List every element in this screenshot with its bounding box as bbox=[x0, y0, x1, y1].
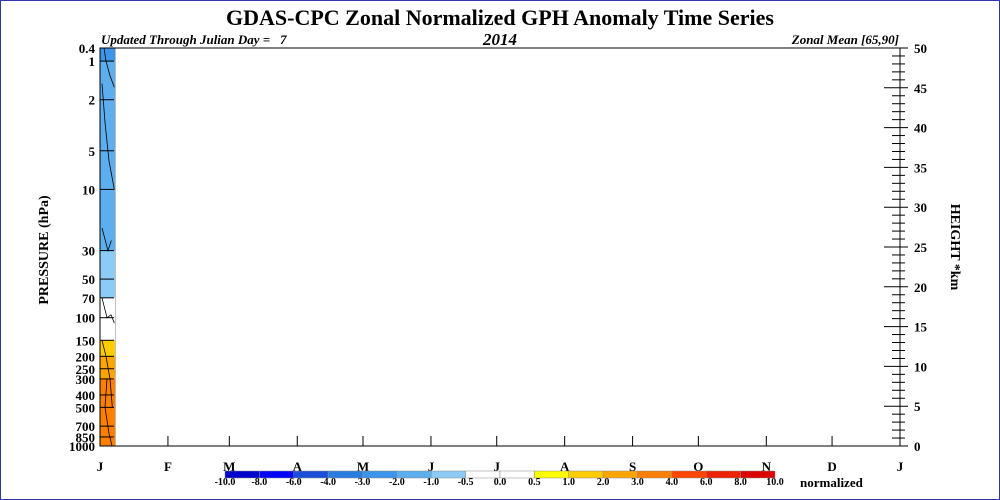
pressure-tick-label: 10 bbox=[82, 182, 95, 197]
month-tick-label: N bbox=[762, 459, 772, 474]
height-tick-label: 0 bbox=[914, 439, 921, 454]
pressure-tick-label: 2 bbox=[89, 93, 96, 108]
month-tick-label: S bbox=[629, 459, 636, 474]
colorbar-tick-label: -1.0 bbox=[423, 477, 439, 488]
colorbar-title: normalized bbox=[800, 475, 864, 490]
colorbar-tick-label: 1.0 bbox=[563, 477, 576, 488]
month-tick-label: M bbox=[223, 459, 235, 474]
height-axis-title: HEIGHT *km bbox=[947, 204, 962, 291]
pressure-tick-label: 70 bbox=[82, 291, 95, 306]
chart-subtitle-left: Updated Through Julian Day = 7 bbox=[101, 32, 287, 47]
month-tick-label: M bbox=[357, 459, 369, 474]
anomaly-cell bbox=[100, 61, 116, 190]
colorbar-tick-label: -8.0 bbox=[251, 477, 267, 488]
pressure-tick-label: 1000 bbox=[69, 439, 95, 454]
month-tick-label: J bbox=[493, 459, 500, 474]
pressure-tick-label: 200 bbox=[76, 349, 96, 364]
height-tick-label: 5 bbox=[914, 399, 921, 414]
colorbar-tick-label: -10.0 bbox=[215, 477, 236, 488]
contour-line bbox=[101, 340, 113, 408]
height-tick-label: 25 bbox=[914, 240, 928, 255]
colorbar-tick-label: -0.5 bbox=[458, 477, 474, 488]
pressure-tick-label: 400 bbox=[76, 388, 96, 403]
pressure-tick-label: 50 bbox=[82, 272, 95, 287]
colorbar-tick-label: 8.0 bbox=[734, 477, 747, 488]
contour-line bbox=[104, 378, 113, 446]
colorbar-segment bbox=[740, 470, 776, 479]
height-axis: 0 5 10 15 20 25 30 35 40 45 50 bbox=[884, 41, 928, 454]
pressure-axis-title: PRESSURE (hPa) bbox=[37, 195, 52, 305]
height-tick-label: 45 bbox=[914, 81, 928, 96]
anomaly-cell bbox=[100, 297, 116, 318]
anomaly-cell bbox=[100, 378, 116, 408]
colorbar-tick-label: 0.5 bbox=[528, 477, 541, 488]
colorbar-tick-label: 10.0 bbox=[766, 477, 784, 488]
pressure-tick-label: 700 bbox=[76, 419, 96, 434]
contour-line bbox=[101, 297, 115, 324]
pressure-tick-label: 250 bbox=[76, 362, 96, 377]
month-tick-label: A bbox=[560, 459, 570, 474]
anomaly-cell bbox=[100, 250, 116, 298]
pressure-tick-label: 1 bbox=[89, 54, 96, 69]
colorbar-tick-label: 3.0 bbox=[631, 477, 644, 488]
chart-title: GDAS-CPC Zonal Normalized GPH Anomaly Ti… bbox=[226, 5, 774, 30]
chart-subtitle-right: Zonal Mean [65,90] bbox=[791, 32, 899, 47]
anomaly-cell bbox=[100, 189, 116, 251]
plot-area bbox=[99, 47, 901, 447]
pressure-tick-label: 5 bbox=[89, 144, 96, 159]
pressure-tick-label: 100 bbox=[76, 311, 96, 326]
anomaly-cell bbox=[100, 340, 116, 357]
month-tick-label: D bbox=[827, 459, 836, 474]
colorbar-tick-label: 6.0 bbox=[700, 477, 713, 488]
colorbar-tick-label: 4.0 bbox=[666, 477, 679, 488]
colorbar-tick-label: -3.0 bbox=[355, 477, 371, 488]
colorbar: -10.0 -8.0 -6.0 -4.0 -3.0 -2.0 -1.0 -0.5 0.0 0.5 1… bbox=[215, 470, 784, 488]
height-tick-label: 15 bbox=[914, 320, 928, 335]
height-tick-label: 30 bbox=[914, 200, 927, 215]
height-tick-label: 10 bbox=[914, 359, 927, 374]
pressure-tick-label: 30 bbox=[82, 244, 95, 259]
anomaly-data-layer bbox=[100, 48, 116, 446]
colorbar-tick-label: 0.0 bbox=[494, 477, 507, 488]
month-tick-label: J bbox=[897, 459, 904, 474]
pressure-tick-label: 300 bbox=[76, 372, 96, 387]
month-tick-label: J bbox=[428, 459, 435, 474]
pressure-tick-label: 500 bbox=[76, 400, 96, 415]
anomaly-cell bbox=[100, 317, 116, 341]
month-tick-label: O bbox=[693, 459, 703, 474]
height-tick-label: 20 bbox=[914, 280, 927, 295]
month-tick-label: F bbox=[164, 459, 172, 474]
pressure-tick-label: 150 bbox=[76, 333, 96, 348]
month-tick-label: A bbox=[293, 459, 303, 474]
month-tick-label: J bbox=[97, 459, 104, 474]
colorbar-tick-label: -6.0 bbox=[286, 477, 302, 488]
colorbar-tick-label: -4.0 bbox=[320, 477, 336, 488]
height-tick-label: 40 bbox=[914, 121, 927, 136]
contour-line bbox=[101, 83, 115, 190]
anomaly-cell bbox=[100, 48, 116, 62]
height-tick-label: 35 bbox=[914, 160, 928, 175]
colorbar-tick-label: -2.0 bbox=[389, 477, 405, 488]
chart-subtitle-year: 2014 bbox=[482, 30, 517, 49]
pressure-tick-label: 850 bbox=[76, 430, 96, 445]
pressure-tick-label: 0.4 bbox=[79, 41, 96, 56]
height-tick-label: 50 bbox=[914, 41, 927, 56]
contour-line bbox=[103, 48, 115, 88]
colorbar-tick-label: 2.0 bbox=[597, 477, 610, 488]
